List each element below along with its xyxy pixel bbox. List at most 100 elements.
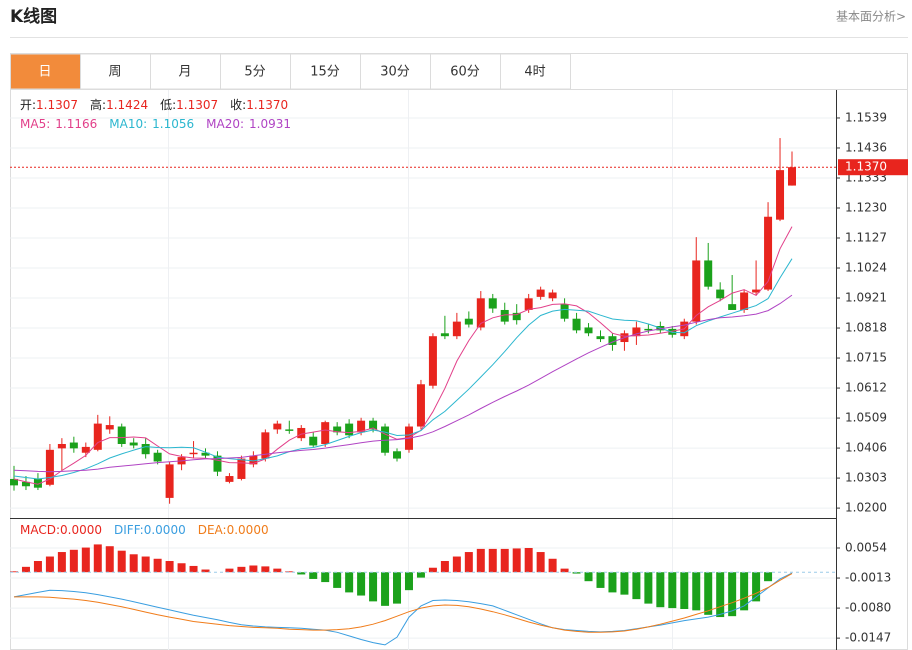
macd-bar bbox=[141, 556, 150, 573]
legend-value: 0.0000 bbox=[60, 523, 102, 537]
macd-bar bbox=[524, 548, 533, 573]
tab-background bbox=[500, 53, 571, 90]
macd-bar bbox=[177, 563, 186, 573]
macd-bar bbox=[273, 568, 282, 573]
macd-bar bbox=[560, 568, 569, 573]
candle-body bbox=[345, 423, 354, 436]
legend-value: 0.0000 bbox=[227, 523, 269, 537]
tab[interactable]: 4时 bbox=[500, 53, 571, 90]
macd-legend: MACD:0.0000 DIFF:0.0000 DEA:0.0000 bbox=[20, 523, 269, 537]
y-tick-label: 1.0200 bbox=[845, 501, 887, 515]
legend-value: 0.0000 bbox=[144, 523, 186, 537]
macd-bar bbox=[572, 572, 581, 574]
macd-bar bbox=[45, 556, 54, 573]
tab-bar: 日 周 月 5分 15分 30分 60分 4时 bbox=[10, 53, 571, 90]
tab-label: 15分 bbox=[310, 65, 340, 80]
y-tick-label: 1.0818 bbox=[845, 321, 887, 335]
candle-body bbox=[213, 455, 222, 472]
macd-bar bbox=[536, 552, 545, 573]
legend-name: 低: bbox=[160, 98, 176, 112]
macd-line bbox=[13, 572, 793, 646]
candle-body bbox=[261, 432, 270, 459]
macd-bar bbox=[740, 572, 749, 611]
legend-name: MA5: bbox=[20, 117, 50, 131]
macd-bar bbox=[369, 572, 378, 602]
macd-bar bbox=[440, 561, 449, 573]
candle-body bbox=[524, 298, 533, 310]
macd-bar bbox=[620, 572, 629, 595]
fundamental-link[interactable]: 基本面分析> bbox=[836, 10, 906, 24]
candle-body bbox=[381, 426, 390, 453]
legend-name: 开: bbox=[20, 98, 36, 112]
tab[interactable]: 月 bbox=[150, 53, 221, 90]
y-tick-label: 1.0509 bbox=[845, 411, 887, 425]
macd-bar bbox=[464, 552, 473, 573]
y-tick-label: -0.0080 bbox=[845, 601, 891, 615]
macd-bar bbox=[261, 566, 270, 573]
candle-body bbox=[548, 292, 557, 299]
candle-body bbox=[69, 442, 78, 449]
legend-value: 1.1307 bbox=[176, 98, 218, 112]
macd-bar bbox=[596, 572, 605, 588]
macd-bar bbox=[632, 572, 641, 600]
macd-bar bbox=[297, 572, 306, 575]
macd-bar bbox=[21, 566, 30, 573]
candle-body bbox=[189, 452, 198, 455]
tab[interactable]: 周 bbox=[80, 53, 151, 90]
candle-body bbox=[10, 478, 18, 486]
macd-bar bbox=[357, 572, 366, 596]
macd-bar bbox=[10, 571, 18, 573]
legend-name: DEA: bbox=[198, 523, 227, 537]
tab[interactable]: 5分 bbox=[220, 53, 291, 90]
ma-legend: MA5: 1.1166 MA10: 1.1056 MA20: 1.0931 bbox=[20, 117, 291, 131]
candle-body bbox=[452, 321, 461, 337]
tab[interactable]: 15分 bbox=[290, 53, 361, 90]
tab-label: 30分 bbox=[380, 65, 410, 80]
macd-bar bbox=[728, 572, 737, 617]
macd-bar bbox=[321, 572, 330, 583]
y-tick-label: 1.0406 bbox=[845, 441, 887, 455]
macd-bar bbox=[716, 572, 725, 618]
candle-body bbox=[632, 327, 641, 337]
candle-body bbox=[165, 464, 174, 498]
candle-body bbox=[321, 422, 330, 444]
macd-bar bbox=[81, 547, 90, 573]
macd-bar bbox=[189, 565, 198, 573]
macd-bar bbox=[428, 567, 437, 573]
candle-body bbox=[201, 452, 210, 456]
macd-bar bbox=[33, 561, 42, 573]
y-tick-label: 0.0054 bbox=[845, 541, 887, 555]
candle-body bbox=[536, 289, 545, 297]
macd-bar bbox=[333, 572, 342, 588]
macd-bar bbox=[476, 548, 485, 573]
macd-bar bbox=[237, 566, 246, 573]
candle-body bbox=[572, 318, 581, 331]
last-price-label: 1.1370 bbox=[845, 160, 887, 174]
candle-body bbox=[512, 312, 521, 321]
tab[interactable]: 30分 bbox=[360, 53, 431, 90]
candle-body bbox=[225, 476, 234, 482]
ohlc-legend: 开:1.1307 高:1.1424 低:1.1307 收:1.1370 bbox=[20, 97, 288, 112]
candle-body bbox=[117, 426, 126, 444]
tab[interactable]: 60分 bbox=[430, 53, 501, 90]
tab[interactable]: 日 bbox=[10, 53, 81, 90]
candle-body bbox=[788, 167, 796, 186]
candle-body bbox=[357, 420, 366, 433]
candle-body bbox=[393, 451, 402, 459]
legend-value: 1.1056 bbox=[152, 117, 194, 131]
tab-background bbox=[150, 53, 221, 90]
macd-bar bbox=[752, 572, 761, 602]
candle-body bbox=[273, 423, 282, 430]
y-tick-label: 1.1436 bbox=[845, 140, 887, 154]
candle-body bbox=[81, 446, 90, 453]
macd-bar bbox=[153, 558, 162, 573]
candle-body bbox=[333, 426, 342, 433]
tab-label: 周 bbox=[108, 65, 121, 80]
macd-bar bbox=[584, 572, 593, 582]
tab-label: 4时 bbox=[524, 65, 545, 80]
candle-body bbox=[668, 328, 677, 335]
macd-bar bbox=[117, 550, 126, 573]
macd-bar bbox=[512, 548, 521, 573]
macd-bar bbox=[165, 561, 174, 573]
macd-bar bbox=[500, 548, 509, 573]
